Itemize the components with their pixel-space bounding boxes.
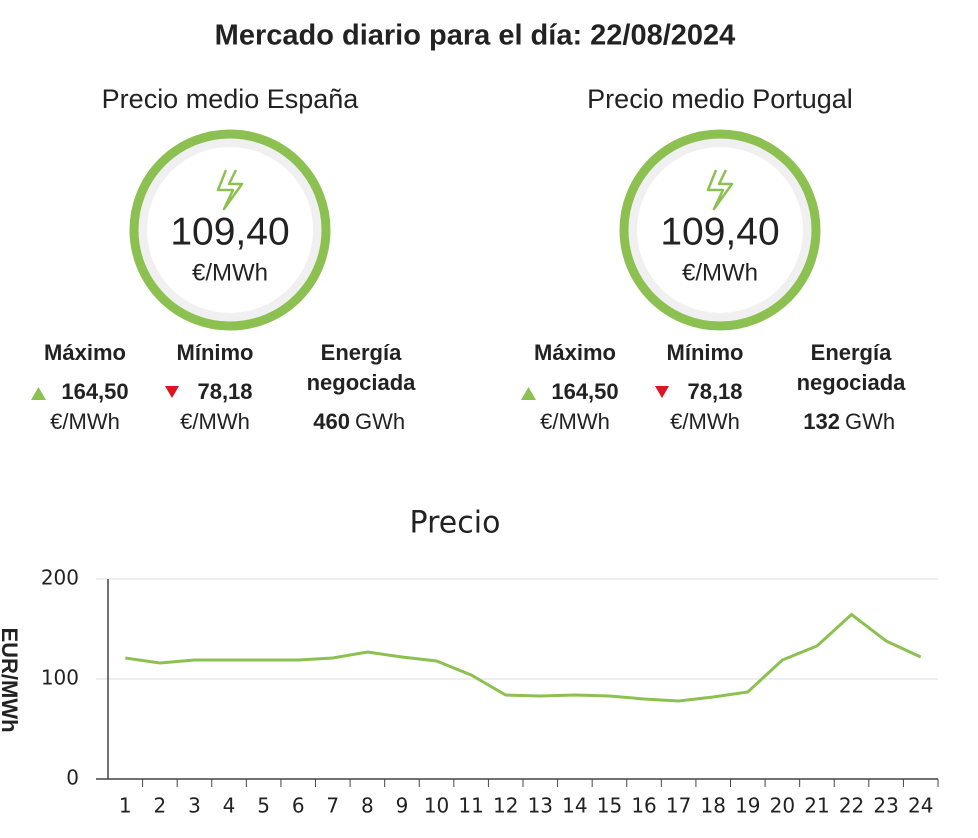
x-tick-label: 6 (292, 794, 305, 818)
x-tick-label: 20 (770, 794, 795, 818)
min-label: Mínimo (177, 340, 254, 365)
energy-label: negociada (307, 370, 417, 395)
x-tick-label: 2 (154, 794, 167, 818)
x-tick-label: 13 (528, 794, 553, 818)
x-tick-label: 15 (597, 794, 622, 818)
x-tick-label: 9 (396, 794, 409, 818)
price-unit: €/MWh (192, 259, 268, 286)
min-unit: €/MWh (670, 409, 740, 434)
price-unit: €/MWh (682, 259, 758, 286)
gauge-ring (129, 129, 331, 331)
min-label: Mínimo (667, 340, 744, 365)
max-unit: €/MWh (540, 409, 610, 434)
chart-title: Precio (410, 506, 501, 541)
energy-label: negociada (797, 370, 907, 395)
energy-label: Energía (321, 340, 402, 365)
x-tick-label: 14 (562, 794, 587, 818)
gauge-inner (137, 137, 323, 323)
energy-value: 132 (803, 409, 840, 434)
price: 109,40 (660, 210, 779, 253)
x-tick-label: 16 (631, 794, 656, 818)
x-tick-label: 1 (119, 794, 132, 818)
x-tick-label: 5 (257, 794, 270, 818)
x-tick-label: 19 (735, 794, 760, 818)
x-tick-label: 23 (873, 794, 898, 818)
down-arrow (655, 386, 669, 398)
x-tick-label: 22 (839, 794, 864, 818)
y-tick-label: 200 (41, 566, 79, 590)
bolt-icon (706, 169, 734, 211)
gauge-ring (619, 129, 821, 331)
price-line (125, 612, 922, 703)
x-tick-label: 18 (700, 794, 725, 818)
x-tick-label: 8 (361, 794, 374, 818)
x-tick-label: 7 (326, 794, 339, 818)
max-label: Máximo (534, 340, 616, 365)
x-tick-label: 21 (804, 794, 829, 818)
min-unit: €/MWh (180, 409, 250, 434)
max-value: 164,50 (551, 379, 618, 404)
x-tick-label: 24 (908, 794, 933, 818)
energy-unit: GWh (845, 409, 895, 434)
x-tick-label: 12 (493, 794, 518, 818)
energy-label: Energía (811, 340, 892, 365)
energy-value: 460 (313, 409, 350, 434)
panel-title: Precio medio Portugal (587, 84, 853, 114)
min-value: 78,18 (687, 379, 742, 404)
price: 109,40 (170, 210, 289, 253)
x-tick-label: 3 (188, 794, 201, 818)
page-title: Mercado diario para el día: 22/08/2024 (215, 20, 736, 52)
up-arrow (521, 387, 536, 400)
y-tick-label: 100 (41, 666, 79, 690)
max-value: 164,50 (61, 379, 128, 404)
up-arrow (31, 387, 46, 400)
x-tick-label: 4 (223, 794, 236, 818)
max-unit: €/MWh (50, 409, 120, 434)
gauge-inner (627, 137, 813, 323)
bolt-icon (216, 169, 244, 211)
y-tick-label: 0 (66, 766, 79, 790)
panel-title: Precio medio España (102, 84, 360, 114)
max-label: Máximo (44, 340, 126, 365)
x-tick-label: 17 (666, 794, 691, 818)
energy-unit: GWh (355, 409, 405, 434)
y-axis-label: EUR/MWh (0, 627, 22, 732)
x-tick-label: 10 (424, 794, 449, 818)
down-arrow (165, 386, 179, 398)
min-value: 78,18 (197, 379, 252, 404)
x-tick-label: 11 (458, 794, 483, 818)
